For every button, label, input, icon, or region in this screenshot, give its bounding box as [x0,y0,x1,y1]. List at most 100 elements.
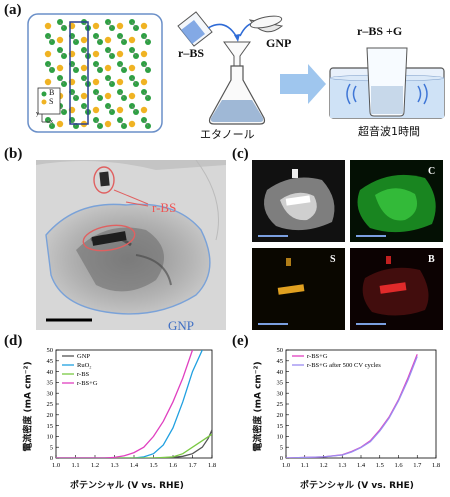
legend-entry: r-BS [77,371,90,378]
y-tick-label: 10 [277,434,284,441]
sulfur-atom [92,78,100,86]
boron-atom [141,61,147,67]
sulfur-atom [56,64,64,72]
gnp-dish-icon [248,15,284,33]
series-line-r-bs-g [286,354,418,458]
sulfur-atom [116,106,124,114]
series-line-gnp [56,429,212,458]
sulfur-atom [104,120,112,128]
sulfur-atom [116,50,124,58]
x-tick-label: 1.4 [130,462,139,469]
sulfur-atom [128,92,136,100]
sulfur-atom [116,22,124,30]
sulfur-atom [128,120,136,128]
haadf-image [252,160,345,242]
y-tick-label: 50 [47,347,54,354]
map-c-label: C [428,166,436,177]
chart-e: 1.0 1.1 1.2 1.3 1.4 1.5 1.6 1.7 1.8 0 5 10 15 20 25 30 3… [277,347,441,469]
legend-s-label: S [49,97,54,106]
sulfur-atom [44,22,52,30]
y-tick-label: 20 [47,412,54,419]
rbs-rod-2 [99,171,110,187]
panel-c-label: (c) [232,146,249,162]
sulfur-atom [56,36,64,44]
x-tick-label: 1.5 [376,462,384,469]
sonication-bath-icon [329,47,445,119]
x-tick-label: 1.6 [169,462,178,469]
series-line-r-bs-g [56,350,194,458]
y-tick-label: 10 [47,434,54,441]
sulfur-atom [140,22,148,30]
rbs-annotation: r-BS [152,200,177,215]
x-tick-label: 1.3 [338,462,346,469]
process-arrow-icon [280,64,326,104]
gnp-annotation: GNP [168,318,195,333]
legend-entry: r-BS+G [77,380,98,387]
panel-b-label: (b) [4,146,23,162]
axis-y-label: y [36,111,39,117]
x-tick-label: 1.1 [301,462,309,469]
y-tick-label: 45 [277,358,284,365]
x-tick-label: 1.1 [71,462,79,469]
y-tick-label: 15 [277,423,284,430]
chart-e-ylabel: 電流密度 (mA cm⁻²) [253,361,264,452]
sulfur-atom [140,106,148,114]
y-tick-label: 35 [47,380,54,387]
boron-atom [45,61,51,67]
panel-a-label: (a) [4,2,22,18]
y-tick-label: 25 [277,401,284,408]
sulfur-atom [140,50,148,58]
axis-x-label: x [50,119,53,125]
gnp-label: GNP [266,36,292,50]
chart-d-xlabel: ポテンシャル (V vs. RHE) [70,481,184,491]
carbon-map-image [350,160,443,242]
sulfur-atom [44,78,52,86]
x-tick-label: 1.3 [110,462,118,469]
sulfur-atom [92,50,100,58]
y-tick-label: 30 [47,390,54,397]
ethanol-label: エタノール [200,128,255,141]
sulfur-atom [80,92,88,100]
unit-highlight-box [69,21,89,125]
map-b-label: B [428,254,435,265]
x-tick-label: 1.8 [432,462,440,469]
product-label: r–BS +G [357,24,403,38]
sulfur-map-image [252,248,345,330]
y-tick-label: 50 [277,347,284,354]
sulfur-atom [104,64,112,72]
map-s-label: S [330,254,336,265]
legend-b-label: B [49,88,55,97]
legend-entry: r-BS+G after 500 CV cycles [307,362,381,369]
sulfur-atom [92,106,100,114]
y-tick-label: 5 [50,444,53,451]
panel-e-label: (e) [232,333,249,349]
sulfur-atom [44,50,52,58]
sulfur-atom [80,64,88,72]
sonication-label: 超音波1時間 [358,125,420,138]
x-tick-label: 1.7 [413,462,422,469]
y-tick-label: 20 [277,412,284,419]
y-tick-label: 45 [47,358,54,365]
x-tick-label: 1.4 [357,462,366,469]
sulfur-atom [56,120,64,128]
y-tick-label: 30 [277,390,284,397]
sulfur-atom [104,92,112,100]
y-tick-label: 15 [47,423,54,430]
y-tick-label: 40 [277,369,284,376]
y-tick-label: 0 [280,455,283,462]
legend-entry: RuO₂ [77,362,92,369]
rbs-rod-1 [91,231,127,246]
x-tick-label: 1.7 [188,462,197,469]
boron-map-image [350,248,443,330]
x-tick-label: 1.6 [394,462,403,469]
y-tick-label: 40 [47,369,54,376]
y-tick-label: 25 [47,401,54,408]
sulfur-atom [92,22,100,30]
boron-atom [117,61,123,67]
x-tick-label: 1.2 [91,462,99,469]
y-tick-label: 5 [280,444,283,451]
sulfur-atom [80,36,88,44]
chart-d: 1.0 1.1 1.2 1.3 1.4 1.5 1.6 1.7 1.8 0 5 10 15 20 25 30 3… [47,347,217,469]
x-tick-label: 1.8 [208,462,216,469]
x-tick-label: 1.0 [52,462,60,469]
